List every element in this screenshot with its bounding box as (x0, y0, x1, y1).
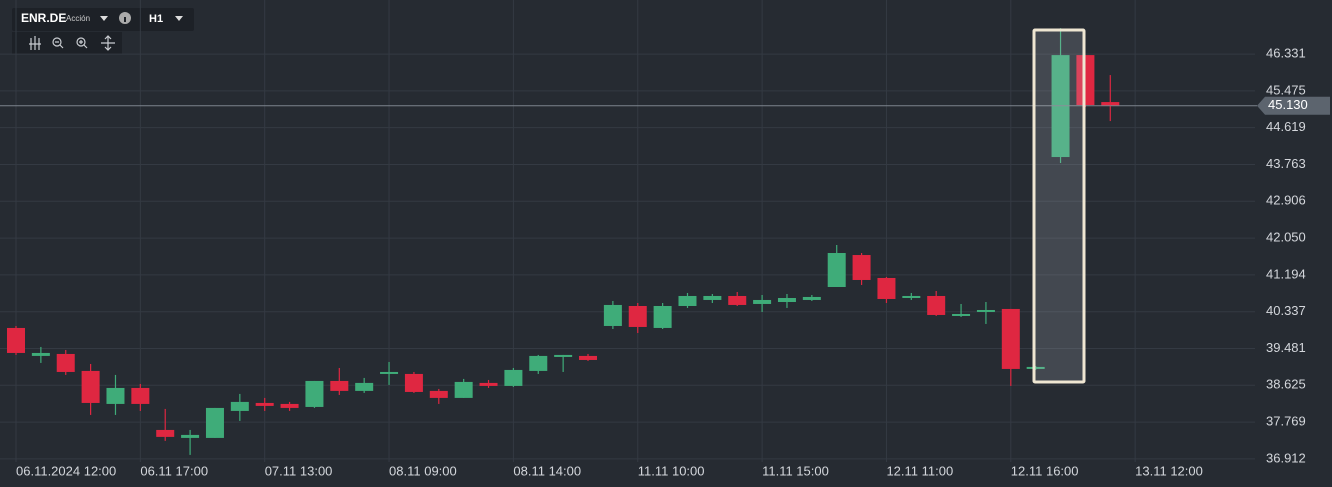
x-tick-label: 12.11 16:00 (1011, 463, 1079, 478)
candle-body (579, 355, 598, 360)
candle-body (653, 305, 672, 328)
y-tick-label: 39.481 (1266, 340, 1306, 355)
candle-body (479, 382, 498, 386)
candle-body (56, 353, 75, 372)
candle-body (454, 381, 473, 398)
candle-body (877, 277, 896, 299)
y-tick-label: 36.912 (1266, 450, 1306, 465)
candle-body (554, 354, 573, 357)
interval[interactable]: H1 (149, 13, 163, 25)
candle-body (504, 369, 523, 386)
y-tick-label: 40.337 (1266, 303, 1306, 318)
zoom-in-icon[interactable] (76, 37, 86, 47)
y-tick-label: 42.906 (1266, 193, 1306, 208)
y-tick-label: 41.194 (1266, 266, 1306, 281)
x-tick-label: 06.11.2024 12:00 (16, 463, 116, 478)
candle-body (1101, 102, 1120, 106)
x-tick-label: 08.11 09:00 (389, 463, 457, 478)
symbol[interactable]: ENR.DE (21, 11, 66, 25)
candle-body (753, 299, 772, 304)
candle-body (305, 380, 324, 407)
y-tick-label: 44.619 (1266, 119, 1306, 134)
chart-type-icon[interactable] (29, 36, 41, 50)
y-tick-label: 45.475 (1266, 82, 1306, 97)
x-tick-label: 08.11 14:00 (513, 463, 581, 478)
candle-body (280, 403, 299, 408)
candle-body (927, 295, 946, 315)
last-price-label: 45.130 (1268, 97, 1308, 112)
x-tick-label: 06.11 17:00 (140, 463, 208, 478)
candles (7, 28, 1120, 455)
x-tick-label: 07.11 13:00 (265, 463, 333, 478)
last-price-tag (1257, 96, 1330, 115)
selection-box (1032, 28, 1086, 384)
y-tick-label: 37.769 (1266, 414, 1306, 429)
candle-body (976, 309, 995, 312)
candle-body (703, 295, 722, 300)
candle-body (230, 401, 249, 411)
interval-dropdown[interactable] (175, 16, 183, 21)
candle-body (728, 295, 747, 305)
candle-body (678, 295, 697, 306)
candle-body (852, 255, 871, 280)
candle-body (529, 355, 548, 371)
candle-body (205, 407, 224, 438)
x-tick-label: 13.11 12:00 (1135, 463, 1203, 478)
candle-body (355, 382, 374, 391)
candle-body (255, 402, 274, 406)
candle-body (827, 253, 846, 287)
candle-body (131, 387, 150, 404)
x-tick-label: 11.11 15:00 (762, 463, 829, 478)
candle-body (404, 373, 423, 392)
candle-body (330, 380, 349, 391)
pan-icon[interactable] (101, 35, 115, 51)
info-icon-mark (124, 17, 126, 22)
tool-icons (29, 35, 115, 51)
candle-body (106, 387, 125, 404)
candle-body (7, 327, 25, 353)
x-tick-label: 11.11 10:00 (638, 463, 705, 478)
candle-body (156, 429, 175, 437)
candle-body (81, 370, 100, 403)
candle-body (628, 305, 647, 327)
candle-body (902, 295, 921, 299)
candle-body (1001, 308, 1020, 369)
y-tick-label: 46.331 (1266, 46, 1306, 61)
y-tick-label: 38.625 (1266, 377, 1306, 392)
zoom-out-icon[interactable] (52, 37, 62, 47)
candle-body (952, 313, 971, 316)
candle-body (181, 434, 200, 438)
x-tick-label: 12.11 11:00 (886, 463, 953, 478)
candle-body (429, 390, 448, 398)
candle-body (1026, 366, 1045, 369)
symbol-dropdown[interactable] (100, 16, 108, 21)
y-tick-label: 43.763 (1266, 156, 1306, 171)
instrument-kind: Acción (66, 14, 90, 23)
y-tick-label: 42.050 (1266, 230, 1306, 245)
candle-body (380, 371, 399, 374)
candle-body (802, 296, 821, 300)
candle-body (603, 304, 622, 326)
candle-body (31, 352, 50, 356)
candle-body (777, 298, 796, 302)
